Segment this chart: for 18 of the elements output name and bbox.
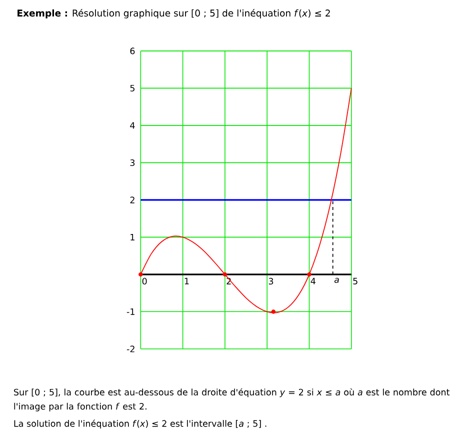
text: Sur [0 ; 5], la courbe est au-dessous de la droite d'équation y = 2 si x ≤ a où a est le nombre dont l'image par la fonction f est 2. [14, 388, 450, 412]
x-tick-label: 0 [142, 278, 147, 285]
x-tick-label: 4 [310, 278, 316, 284]
text: La solution de l'inéquation f(x) ≤ 2 est l'intervalle [a ; 5] . [14, 420, 266, 429]
x-tick-label: 1 [184, 278, 189, 284]
chart-title: Exemple : Résolution graphique sur [0 ; 5] de l'inéquation f(x) ≤ 2 [18, 9, 330, 18]
y-tick-label: 4 [130, 122, 135, 129]
y-tick-label: 2 [130, 196, 134, 204]
x-tick-label: 5 [353, 278, 358, 284]
x-tick-label: 2 [226, 278, 231, 284]
y-tick-label: 6 [130, 48, 135, 54]
y-tick-label: -1 [126, 308, 134, 315]
y-tick-label: 5 [130, 84, 134, 92]
x-tick-label: 3 [268, 278, 274, 285]
y-tick-label: 1 [130, 234, 134, 240]
y-tick-label: -2 [126, 346, 134, 352]
y-tick-label: 3 [130, 159, 135, 166]
x-tick-label: a [334, 278, 339, 283]
